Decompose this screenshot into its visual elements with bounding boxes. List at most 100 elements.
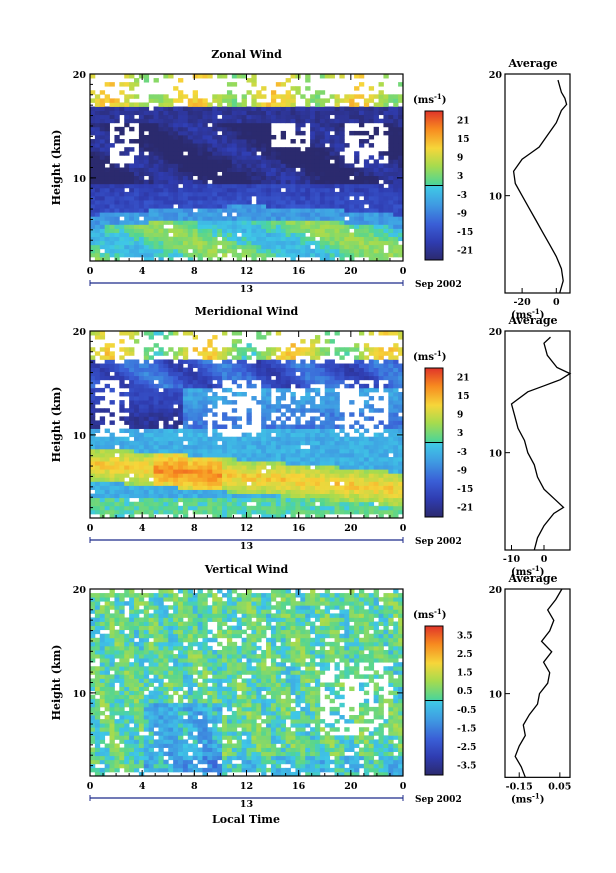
heatmap-cell	[368, 497, 375, 503]
heatmap-cell	[207, 252, 213, 258]
heatmap-cell	[222, 465, 228, 470]
heatmap-cell	[231, 493, 238, 499]
heatmap-cell	[280, 412, 287, 417]
heatmap-cell	[148, 452, 154, 458]
heatmap-cell	[99, 175, 106, 181]
heatmap-cell	[349, 505, 355, 511]
heatmap-cell	[94, 440, 101, 446]
heatmap-cell	[134, 396, 140, 401]
heatmap-cell	[129, 110, 135, 116]
heatmap-cell	[182, 387, 189, 393]
heatmap-cell	[241, 244, 247, 250]
heatmap-cell	[363, 159, 370, 164]
heatmap-cell	[290, 379, 296, 385]
heatmap-cell	[393, 118, 399, 124]
heatmap-cell	[90, 171, 96, 177]
heatmap-cell	[217, 469, 223, 474]
heatmap-cell	[354, 355, 360, 360]
heatmap-cell	[207, 477, 213, 482]
heatmap-cell	[207, 147, 213, 152]
heatmap-cell	[246, 440, 252, 446]
heatmap-cell	[329, 74, 335, 79]
heatmap-cell	[222, 248, 228, 254]
panel-title: Meridional Wind	[195, 305, 299, 318]
heatmap-cell	[163, 151, 169, 156]
heatmap-cell	[368, 212, 375, 217]
heatmap-cell	[129, 86, 135, 91]
heatmap-cell	[373, 359, 379, 364]
heatmap-cell	[358, 440, 365, 446]
heatmap-cell	[261, 412, 267, 417]
heatmap-cell	[173, 351, 179, 356]
heatmap-cell	[212, 114, 218, 120]
heatmap-cell	[207, 212, 213, 217]
heatmap-cell	[339, 355, 345, 360]
heatmap-cell	[178, 436, 184, 442]
heatmap-cell	[217, 200, 223, 205]
profile-line	[510, 336, 572, 551]
heatmap-cell	[310, 428, 316, 434]
heatmap-cell	[168, 139, 174, 144]
heatmap-cell	[270, 493, 277, 499]
heatmap-cell	[305, 489, 311, 495]
heatmap-cell	[251, 224, 257, 229]
heatmap-cell	[226, 473, 233, 478]
heatmap-cell	[261, 195, 267, 201]
heatmap-cell	[383, 461, 389, 466]
heatmap-cell	[388, 248, 394, 254]
heatmap-cell	[163, 159, 169, 164]
heatmap-cell	[339, 252, 345, 258]
heatmap-cell	[300, 465, 306, 470]
heatmap-cell	[246, 493, 252, 499]
heatmap-cell	[134, 444, 140, 450]
heatmap-cell	[363, 171, 370, 177]
heatmap-cell	[187, 469, 194, 474]
heatmap-cell	[266, 143, 272, 148]
heatmap-cell	[173, 420, 179, 425]
heatmap-cell	[251, 485, 257, 490]
heatmap-cell	[163, 424, 169, 429]
heatmap-cell	[373, 220, 379, 225]
heatmap-cell	[398, 501, 404, 507]
heatmap-cell	[114, 240, 120, 246]
heatmap-cell	[231, 232, 238, 238]
heatmap-cell	[290, 155, 296, 160]
heatmap-cell	[266, 147, 272, 152]
heatmap-cell	[314, 200, 321, 205]
heatmap-cell	[266, 200, 272, 205]
heatmap-cell	[168, 175, 174, 181]
heatmap-cell	[285, 408, 291, 413]
heatmap-cell	[236, 102, 243, 107]
heatmap-cell	[114, 469, 120, 474]
heatmap-cell	[168, 126, 174, 132]
heatmap-cell	[358, 224, 365, 229]
heatmap-cell	[119, 513, 125, 519]
heatmap-cell	[266, 367, 272, 373]
heatmap-cell	[295, 408, 301, 413]
heatmap-cell	[124, 216, 130, 221]
heatmap-cell	[138, 163, 145, 168]
heatmap-cell	[99, 224, 106, 229]
heatmap-cell	[344, 98, 350, 103]
heatmap-cell	[148, 163, 154, 168]
heatmap-cell	[368, 106, 375, 111]
heatmap-cell	[344, 212, 350, 217]
heatmap-cell	[94, 706, 101, 712]
heatmap-cell	[192, 359, 198, 364]
heatmap-cell	[310, 444, 316, 450]
heatmap-cell	[280, 375, 287, 381]
heatmap-cell	[217, 167, 223, 172]
heatmap-cell	[270, 183, 277, 189]
heatmap-cell	[129, 224, 135, 229]
heatmap-cell	[163, 497, 169, 503]
heatmap-cell	[90, 645, 96, 651]
heatmap-cell	[349, 452, 355, 458]
heatmap-cell	[314, 122, 321, 128]
heatmap-cell	[358, 408, 365, 413]
heatmap-cell	[251, 256, 257, 262]
heatmap-cell	[393, 183, 399, 189]
profile-x-tick-label: 0	[541, 554, 548, 565]
heatmap-cell	[339, 240, 345, 246]
heatmap-cell	[305, 191, 311, 197]
heatmap-cell	[197, 444, 203, 450]
